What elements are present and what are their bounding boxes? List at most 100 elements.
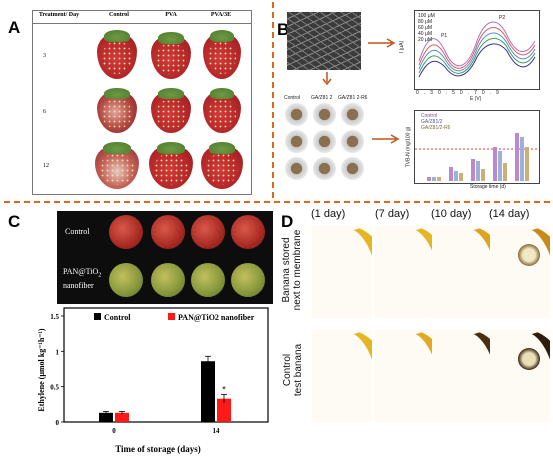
panel-label-a: A — [8, 18, 21, 37]
panel-label-d: D — [281, 212, 294, 231]
tvbn-bar — [503, 163, 507, 181]
tvbn-bar — [437, 177, 441, 181]
tvbn-bar — [476, 161, 480, 181]
cv-ylabel: I (μA) — [399, 40, 406, 54]
row-label-control: Control test banana — [282, 343, 304, 397]
chart-frame — [63, 307, 269, 423]
sample-cup — [285, 103, 308, 126]
strawberry-control-day3 — [97, 30, 137, 79]
banana-membrane-day10 — [432, 226, 492, 318]
cv-xticks: 0.30.50.70.9 — [416, 90, 504, 96]
cv-xlabel: E (V) — [470, 96, 482, 102]
table-header: Treatment/ Day Control PVA PVA/3E — [33, 11, 251, 24]
sample-label-control: Control — [284, 95, 301, 101]
header-control: Control — [109, 12, 129, 18]
tvbn-bar — [515, 133, 519, 181]
sample-label-ga-1: GA/Z81 2 — [311, 95, 333, 101]
tomato-green — [191, 263, 225, 297]
sample-cup — [313, 130, 336, 153]
sample-cup — [313, 157, 336, 180]
tvbn-plot: Control GA/Z81/2 GA/Z81/2-R6 — [414, 110, 540, 184]
cv-curves — [418, 21, 536, 78]
cv-peak-p1: P1 — [441, 33, 448, 39]
sample-cup — [313, 103, 336, 126]
cv-peak-p2: P2 — [499, 15, 506, 21]
arrow-right-icon — [368, 38, 396, 48]
sem-image — [287, 12, 361, 70]
strawberry-pva3e-day6 — [203, 88, 241, 133]
banana-control-day14 — [490, 330, 550, 422]
tvbn-bar — [498, 151, 502, 181]
tvbn-bar — [459, 173, 463, 181]
header-treatment-day: Treatment/ Day — [38, 12, 80, 18]
day-label-10: (10 day) — [431, 208, 472, 220]
arrow-right-icon-2 — [372, 134, 400, 144]
sample-cup — [341, 130, 364, 153]
legend-label: Control — [104, 313, 131, 322]
strawberry-pva-day6 — [151, 88, 191, 133]
tomato-row-label-nanofiber: nanofiber — [63, 281, 94, 290]
sample-cup — [285, 157, 308, 180]
strawberry-pva3e-day3 — [203, 30, 241, 79]
cv-legend-1: 100 μM — [418, 13, 435, 19]
tvbn-bar — [432, 177, 436, 181]
cv-legend-3: 60 μM — [418, 25, 432, 31]
x-tick-label: 14 — [213, 427, 221, 435]
legend-swatch — [168, 313, 175, 320]
y-tick-label: 1 — [56, 348, 60, 356]
tvbn-bar — [449, 167, 453, 181]
tvbn-legend-3: GA/Z81/2-R6 — [421, 125, 451, 131]
tvbn-bar — [525, 147, 529, 181]
tvbn-bar — [493, 147, 497, 181]
panel-label-c: C — [8, 212, 21, 231]
tomato-photo: Control PAN@TiO2 nanofiber — [57, 211, 273, 304]
ethylene-xlabel: Time of storage (days) — [115, 444, 201, 454]
row-day-3: 3 — [43, 53, 46, 59]
ethylene-chart: Control PAN@TiO2 nanofiber * 0 0.5 1 1.5 0 14… — [37, 307, 269, 454]
strawberry-table: Treatment/ Day Control PVA PVA/3E 3 6 12 — [32, 10, 252, 195]
bar-0-1 — [201, 361, 215, 422]
y-tick-label: 0.5 — [50, 384, 59, 392]
header-pva-3e: PVA/3E — [210, 12, 232, 18]
row-label-membrane: Banana stored next to membrane — [281, 229, 303, 311]
bar-0-0 — [99, 412, 113, 422]
strawberry-control-day12 — [95, 142, 139, 189]
horizontal-divider — [4, 201, 550, 203]
tomato-red — [151, 215, 185, 249]
day-label-7: (7 day) — [375, 208, 410, 220]
tvbn-ylabel: TVB-N (mg/100 g) — [405, 126, 412, 168]
panel-label-b: B — [277, 20, 290, 39]
strawberry-pva3e-day12 — [201, 142, 243, 189]
tomato-green — [231, 263, 265, 297]
y-tick-label: 1.5 — [50, 313, 59, 321]
tomato-red — [191, 215, 225, 249]
tomato-red — [231, 215, 265, 249]
bar-1-1 — [217, 398, 231, 422]
banana-control-day7 — [374, 330, 434, 422]
cv-legend-5: 20 μM — [418, 37, 432, 43]
legend-swatch — [94, 313, 101, 320]
banana-membrane-day7 — [374, 226, 434, 318]
banana-membrane-day1 — [312, 226, 372, 318]
y-tick-label: 0 — [56, 419, 60, 427]
header-pva: PVA — [165, 12, 177, 18]
banana-control-day1 — [312, 330, 372, 422]
legend-label: PAN@TiO2 nanofiber — [178, 313, 255, 322]
day-label-1: (1 day) — [311, 208, 346, 220]
cv-plot: 100 μM 80 μM 60 μM 40 μM 20 μM P1 P2 — [414, 10, 540, 90]
sample-label-ga-2: GA/Z81 2-R6 — [338, 95, 368, 101]
cv-legend-2: 80 μM — [418, 19, 432, 25]
banana-control-day10 — [432, 330, 492, 422]
tvbn-bar — [454, 171, 458, 181]
tvbn-legend-2: GA/Z81/2 — [421, 119, 443, 125]
tomato-row-label-control: Control — [65, 227, 90, 236]
tomato-row-label-pan: PAN@TiO2 — [63, 267, 102, 279]
tvbn-bar — [481, 169, 485, 181]
arrow-down-icon — [322, 72, 332, 86]
sample-cup — [285, 130, 308, 153]
tvbn-xlabel: Storage time (d) — [470, 184, 506, 190]
sample-cup — [341, 157, 364, 180]
vertical-divider — [272, 2, 274, 198]
tvbn-bar — [471, 159, 475, 181]
tvbn-bars — [415, 133, 539, 181]
